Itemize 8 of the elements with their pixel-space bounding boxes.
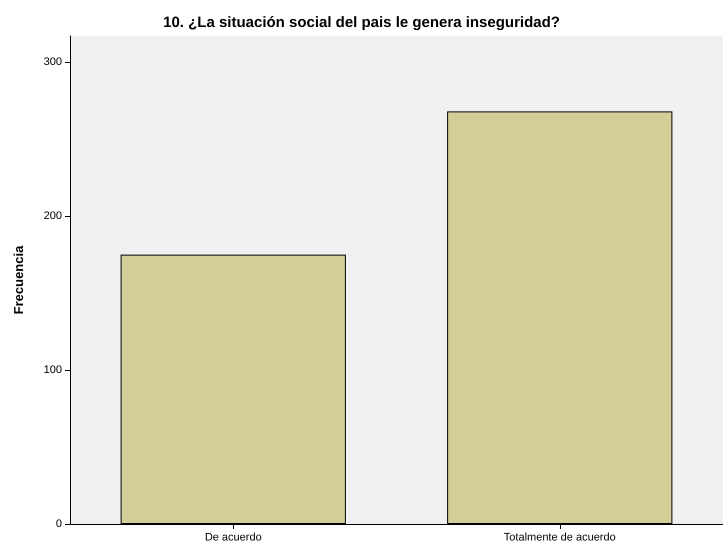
y-tick-label: 0 [56,518,62,530]
x-tick-label: De acuerdo [204,532,262,544]
x-tick-label: Totalmente de acuerdo [504,532,616,544]
y-tick-label: 300 [44,56,62,68]
y-axis-title: Frecuencia [11,244,26,314]
y-tick-label: 100 [44,364,62,376]
y-tick-label: 200 [44,210,62,222]
chart-title: 10. ¿La situación social del pais le genera inseguridad? [163,14,560,31]
